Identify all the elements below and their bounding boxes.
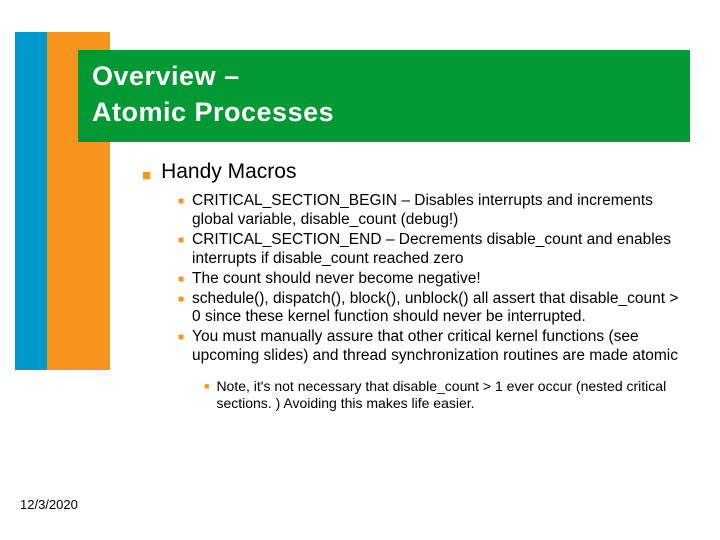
bullet-icon: ■ [178, 197, 184, 207]
sub-bullet-text: CRITICAL_SECTION_BEGIN – Disables interr… [192, 192, 690, 230]
main-bullet: ■ Handy Macros [142, 160, 690, 184]
bullet-icon: ■ [178, 275, 184, 285]
slide-date: 12/3/2020 [20, 497, 78, 512]
sub-bullet-list: ■ CRITICAL_SECTION_BEGIN – Disables inte… [178, 192, 690, 366]
blue-accent-bar [15, 32, 47, 370]
sub-bullet-text: The count should never become negative! [192, 270, 481, 289]
title-line-2: Atomic Processes [92, 94, 676, 130]
sub-bullet: ■ CRITICAL_SECTION_BEGIN – Disables inte… [178, 192, 690, 230]
bullet-icon: ■ [178, 236, 184, 246]
note-bullet-text: Note, it's not necessary that disable_co… [216, 378, 690, 412]
main-bullet-text: Handy Macros [161, 160, 296, 184]
bullet-icon: ■ [204, 382, 209, 391]
title-banner: Overview – Atomic Processes [78, 50, 690, 142]
bullet-icon: ■ [142, 168, 151, 183]
sub-bullet: ■ CRITICAL_SECTION_END – Decrements disa… [178, 231, 690, 269]
sub-bullet: ■ schedule(), dispatch(), block(), unblo… [178, 290, 690, 328]
sub-bullet: ■ You must manually assure that other cr… [178, 328, 690, 366]
bullet-icon: ■ [178, 295, 184, 305]
bullet-icon: ■ [178, 333, 184, 343]
sub-bullet: ■ The count should never become negative… [178, 270, 690, 289]
content-area: ■ Handy Macros ■ CRITICAL_SECTION_BEGIN … [142, 160, 690, 412]
note-list: ■ Note, it's not necessary that disable_… [204, 378, 690, 412]
sub-bullet-text: You must manually assure that other crit… [192, 328, 690, 366]
note-bullet: ■ Note, it's not necessary that disable_… [204, 378, 690, 412]
sub-bullet-text: CRITICAL_SECTION_END – Decrements disabl… [192, 231, 690, 269]
title-line-1: Overview – [92, 58, 676, 94]
sub-bullet-text: schedule(), dispatch(), block(), unblock… [192, 290, 690, 328]
